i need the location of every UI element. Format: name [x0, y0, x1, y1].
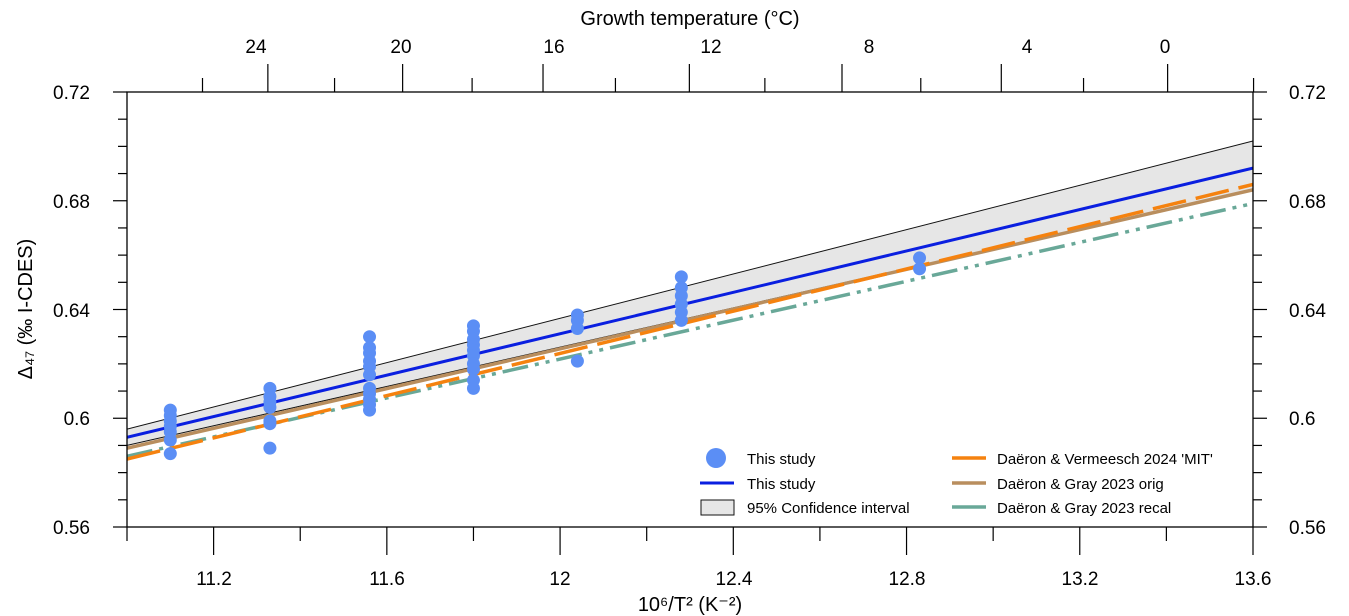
legend-label: This study	[747, 476, 816, 493]
data-point	[263, 400, 277, 414]
legend: This study This study 95% Confidence int…	[700, 448, 1213, 517]
legend-label: Daëron & Gray 2023 orig	[997, 476, 1164, 493]
top-tick-label: 4	[1022, 37, 1033, 58]
top-tick-label: 12	[700, 37, 721, 58]
confidence-band	[127, 140, 1253, 446]
top-tick-label: 20	[390, 37, 411, 58]
axis-ticks	[113, 64, 1267, 555]
y-tick-label: 0.68	[53, 192, 90, 213]
top-axis-title: Growth temperature (°C)	[580, 8, 799, 30]
x-tick-label: 13.2	[1062, 569, 1099, 590]
data-point	[163, 433, 177, 447]
y-axis-title: Δ₄₇ (‰ I-CDES)	[15, 239, 37, 380]
line-daeron-gray-recal	[127, 201, 1253, 459]
x-tick-label: 12.4	[716, 569, 753, 590]
x-tick-label: 12	[549, 569, 570, 590]
top-tick-label: 0	[1160, 37, 1171, 58]
data-point	[466, 362, 480, 376]
y-tick-label: 0.72	[53, 83, 90, 104]
data-point	[363, 330, 377, 344]
line-this-study	[127, 166, 1253, 439]
data-point	[570, 354, 584, 368]
legend-swatch-ci	[700, 499, 735, 516]
data-point	[674, 313, 688, 327]
y-tick-label-right: 0.68	[1289, 192, 1326, 213]
data-point	[263, 417, 277, 431]
top-tick-label: 16	[543, 37, 564, 58]
line-daeron-vermeesch-mit	[127, 182, 1253, 461]
y-tick-label-right: 0.6	[1289, 409, 1315, 430]
data-point	[363, 403, 377, 417]
data-point	[466, 381, 480, 395]
legend-label: This study	[747, 451, 816, 468]
legend-label: 95% Confidence interval	[747, 500, 910, 517]
data-points	[163, 251, 927, 461]
data-point	[674, 270, 688, 284]
data-point	[913, 262, 927, 276]
y-tick-label-right: 0.64	[1289, 301, 1326, 322]
legend-label: Daëron & Vermeesch 2024 'MIT'	[997, 451, 1213, 468]
confidence-upper-line	[127, 140, 1253, 430]
x-tick-label: 11.2	[196, 569, 232, 590]
y-tick-label-right: 0.72	[1289, 83, 1326, 104]
data-point	[570, 322, 584, 336]
y-tick-label-right: 0.56	[1289, 518, 1326, 539]
x-tick-label: 12.8	[889, 569, 926, 590]
x-tick-label: 13.6	[1235, 569, 1272, 590]
legend-swatch-points	[706, 448, 726, 468]
data-point	[363, 368, 377, 382]
data-point	[263, 441, 277, 455]
y-tick-label: 0.56	[53, 518, 90, 539]
y-tick-label: 0.64	[53, 301, 90, 322]
legend-label: Daëron & Gray 2023 recal	[997, 500, 1171, 517]
top-tick-label: 24	[245, 37, 267, 58]
line-daeron-gray-orig	[127, 188, 1253, 450]
top-tick-label: 8	[864, 37, 875, 58]
data-point	[913, 251, 927, 265]
x-axis-title: 10⁶/T² (K⁻²)	[638, 594, 742, 616]
data-point	[163, 447, 177, 461]
x-tick-label: 11.6	[369, 569, 405, 590]
y-tick-label: 0.6	[64, 409, 90, 430]
